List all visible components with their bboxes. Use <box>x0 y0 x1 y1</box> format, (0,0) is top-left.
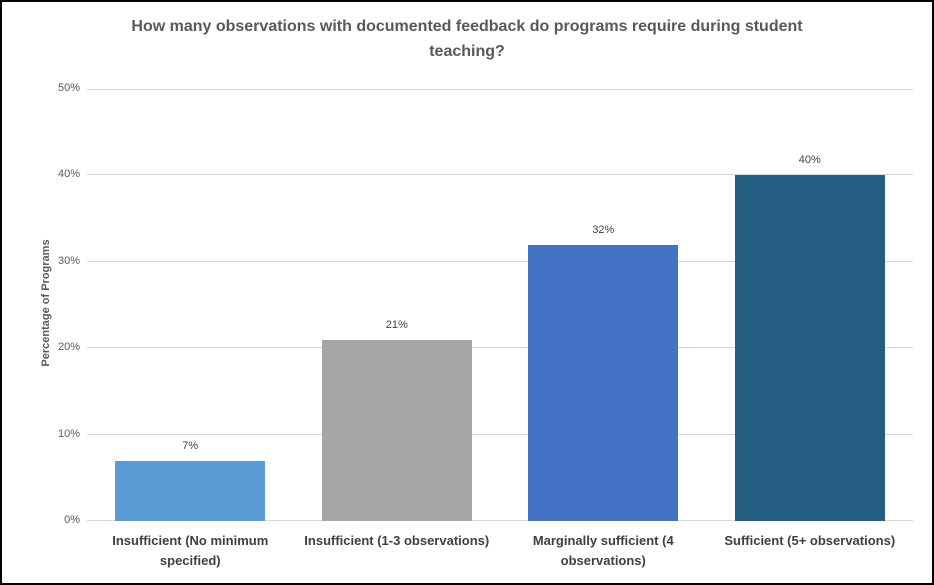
y-tick-label: 50% <box>57 82 80 94</box>
bar-value-label: 32% <box>592 223 615 236</box>
y-tick-label: 20% <box>57 341 80 354</box>
y-axis-title: Percentage of Programs <box>40 239 52 367</box>
x-category-label: Insufficient (No minimum specified) <box>112 533 269 568</box>
gridline <box>87 520 913 521</box>
bar-value-label: 7% <box>182 439 199 452</box>
bar-1 <box>115 460 266 521</box>
x-category-label: Sufficient (5+ observations) <box>724 533 896 548</box>
y-tick-label: 10% <box>57 427 80 440</box>
gridline <box>87 174 913 176</box>
gridline <box>87 347 913 349</box>
plot-area: 7% 21% 32% 40% <box>87 89 913 521</box>
gridline <box>87 433 913 435</box>
gridline <box>87 89 913 90</box>
chart-title: How many observations with documented fe… <box>131 18 803 60</box>
bar-value-label: 21% <box>385 318 408 331</box>
bar-4 <box>734 175 885 521</box>
bar-3 <box>528 244 679 521</box>
bar-value-label: 40% <box>798 154 821 167</box>
x-category-label: Insufficient (1-3 observations) <box>304 533 490 548</box>
gridline <box>87 260 913 262</box>
y-tick-label: 30% <box>57 254 80 267</box>
y-tick-label: 40% <box>57 168 80 181</box>
y-tick-label: 0% <box>64 514 80 526</box>
x-category-label: Marginally sufficient (4 observations) <box>532 533 674 568</box>
bar-2 <box>321 339 472 521</box>
